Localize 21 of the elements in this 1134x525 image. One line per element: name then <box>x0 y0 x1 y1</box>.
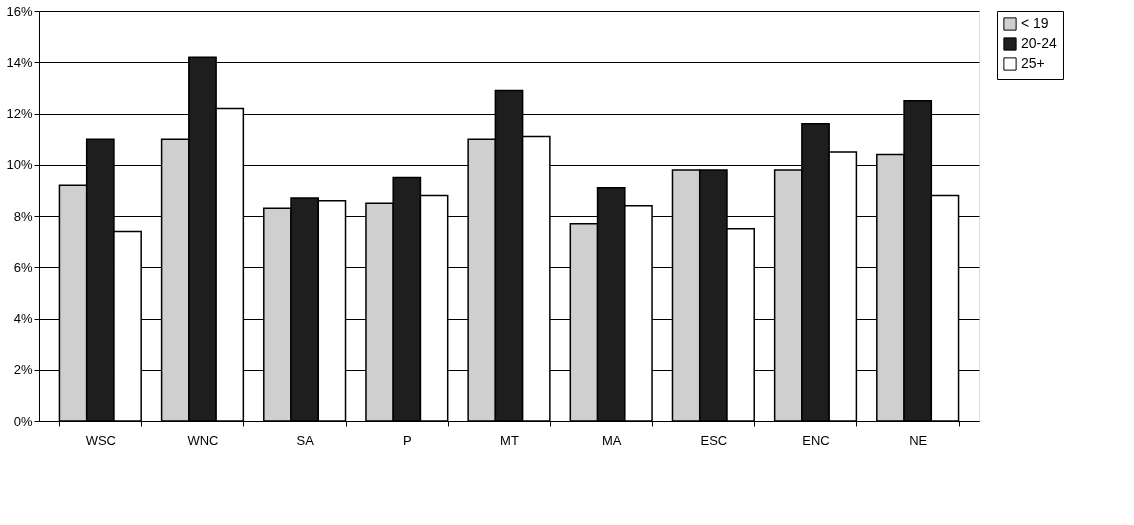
x-tick-label: ESC <box>700 432 728 448</box>
y-tick-label: 6% <box>13 259 33 275</box>
y-tick-label: 16% <box>6 3 33 19</box>
y-tick-label: 8% <box>13 208 33 224</box>
y-tick-label: 2% <box>13 362 33 378</box>
x-tick-label: MA <box>601 432 622 448</box>
legend-label: 25+ <box>1021 55 1045 71</box>
x-tick-label: P <box>402 432 412 448</box>
x-tick-label: NE <box>909 432 928 448</box>
legend-label: 20-24 <box>1021 35 1058 51</box>
legend-label: < 19 <box>1021 15 1049 31</box>
y-tick-label: 12% <box>6 106 33 121</box>
x-tick-label: WNC <box>187 432 219 448</box>
x-tick-label: SA <box>296 432 315 448</box>
y-tick-label: 14% <box>6 54 33 70</box>
x-tick-label: WSC <box>85 432 116 448</box>
x-tick-label: ENC <box>802 432 830 448</box>
y-tick-label: 10% <box>6 157 33 173</box>
x-tick-label: MT <box>500 432 519 448</box>
y-tick-label: 4% <box>13 311 33 326</box>
y-tick-label: 0% <box>13 413 33 429</box>
